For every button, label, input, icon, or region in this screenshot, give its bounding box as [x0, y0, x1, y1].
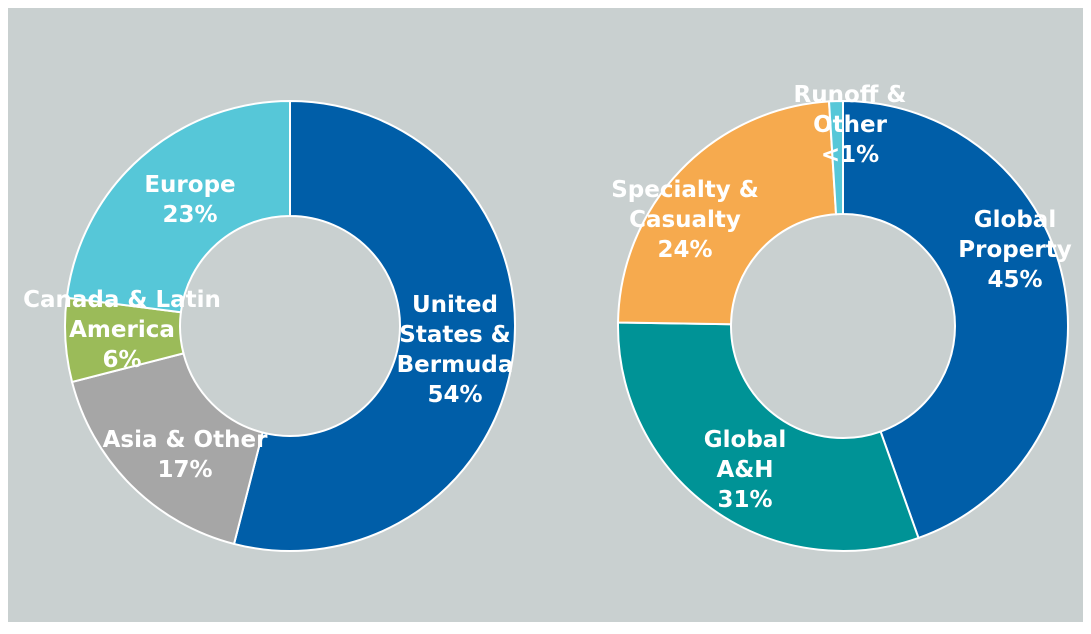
category-label: Canada & Latin America	[23, 287, 221, 343]
slice-label: Canada & Latin America 6%	[7, 285, 237, 375]
category-label: United States & Bermuda	[396, 292, 514, 378]
slice-label: Global Property 45%	[940, 205, 1090, 295]
value-label: 45%	[987, 267, 1043, 293]
value-label: 31%	[717, 487, 773, 513]
value-label: 23%	[162, 202, 218, 228]
value-label: 6%	[102, 347, 142, 373]
donut-slice	[617, 100, 838, 326]
value-label: 54%	[427, 382, 483, 408]
slice-label: United States & Bermuda 54%	[385, 290, 525, 410]
value-label: 17%	[157, 457, 213, 483]
category-label: Global A&H	[703, 427, 787, 483]
category-label: Specialty & Casualty	[611, 177, 759, 233]
slice-label: Specialty & Casualty 24%	[600, 175, 770, 265]
value-label: 24%	[657, 237, 713, 263]
slice-label: Runoff & Other <1%	[780, 80, 920, 170]
value-label: <1%	[820, 142, 880, 168]
donut-slice	[70, 352, 264, 546]
donut-slice	[842, 99, 1069, 540]
donut-slice	[232, 99, 516, 552]
donut-slice	[65, 99, 291, 314]
slice-label: Europe 23%	[120, 170, 260, 230]
category-label: Asia & Other	[102, 427, 268, 453]
category-label: Europe	[144, 172, 236, 198]
donut-slice	[617, 321, 920, 552]
donut-slice	[827, 99, 844, 216]
slice-label: Global A&H 31%	[680, 425, 810, 515]
category-label: Runoff & Other	[793, 82, 907, 138]
category-label: Global Property	[958, 207, 1072, 263]
slice-label: Asia & Other 17%	[85, 425, 285, 485]
